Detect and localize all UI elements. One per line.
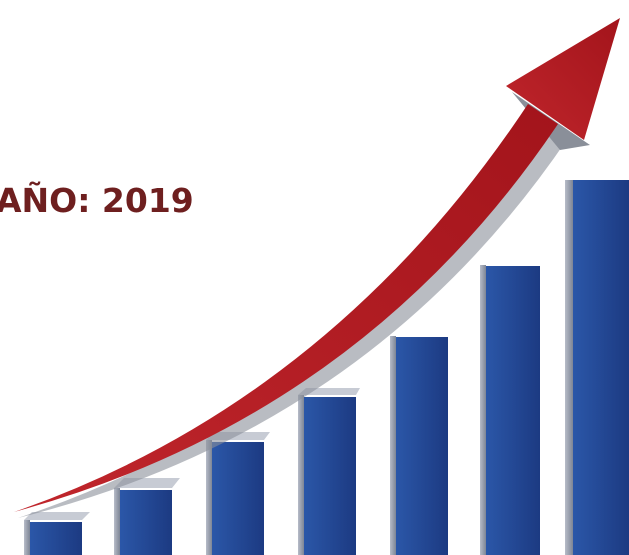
bar-7: [565, 180, 629, 555]
bar-1: [24, 512, 90, 555]
bar-side: [298, 395, 304, 555]
bar-2: [114, 478, 180, 555]
bar-side: [206, 440, 212, 555]
bar-6: [480, 265, 540, 555]
bar-side: [390, 336, 396, 555]
bar-front: [212, 442, 264, 555]
bar-4: [298, 388, 360, 555]
bars: [24, 180, 629, 555]
arrow-head: [506, 18, 620, 140]
bar-front: [120, 490, 172, 555]
bar-side: [24, 520, 30, 555]
arrow: [14, 18, 620, 518]
bar-front: [304, 397, 356, 555]
bar-side: [565, 180, 573, 555]
bar-side: [480, 265, 486, 555]
caption: AÑO: 2019: [0, 180, 194, 220]
arrow-body: [14, 104, 558, 512]
bar-side: [114, 488, 120, 555]
bar-front: [396, 337, 448, 555]
bar-5: [390, 336, 448, 555]
bar-front: [30, 522, 82, 555]
bar-3: [206, 432, 270, 555]
bar-front: [573, 180, 629, 555]
bar-front: [486, 266, 540, 555]
bar-top: [24, 512, 90, 520]
